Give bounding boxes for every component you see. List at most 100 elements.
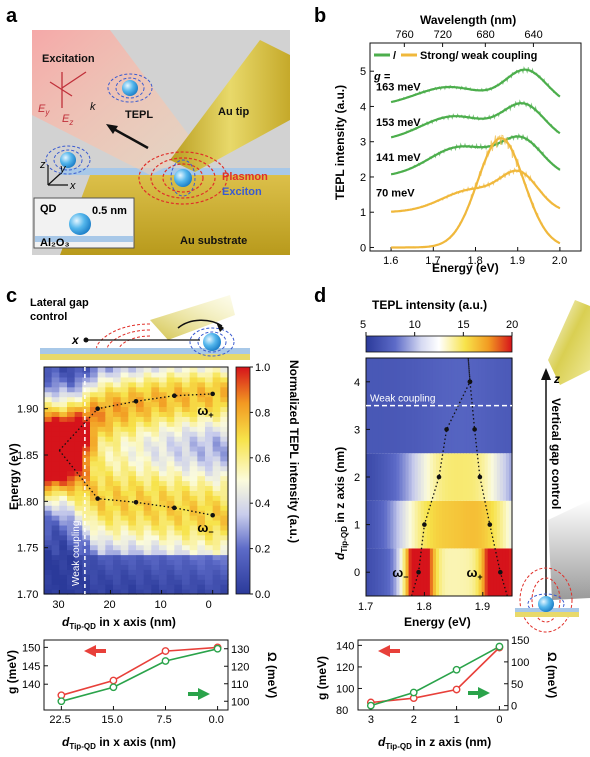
inset-al2o3	[35, 236, 133, 242]
c-heat-cell	[90, 500, 99, 506]
c-heat-cell	[90, 445, 99, 452]
qd-upper	[122, 80, 138, 96]
c-heat-cell	[197, 376, 206, 383]
c-heat-cell	[82, 371, 91, 378]
c-heat-cell	[97, 549, 106, 556]
c-heat-cell	[74, 579, 83, 585]
d-heat-cell	[475, 548, 480, 596]
c-heat-cell	[120, 386, 129, 393]
c-branch-point	[172, 393, 177, 399]
c-heat-cell	[174, 584, 183, 590]
c-heat-cell	[51, 490, 60, 496]
c-heat-cell	[128, 416, 137, 422]
d-heat-cell	[372, 358, 376, 454]
c-heat-cell	[166, 564, 175, 570]
d-heat-cell	[445, 548, 449, 596]
c-heat-cell	[59, 436, 68, 442]
c-heat-cell	[166, 559, 175, 565]
c-heat-cell	[205, 367, 214, 373]
heatmap-c-x-axis-label: dTip-QD in x axis (nm)	[62, 615, 176, 631]
c-heat-cell	[159, 554, 168, 561]
c-heat-cell	[197, 470, 206, 477]
c-heat-cell	[82, 529, 91, 536]
c-heat-cell	[113, 554, 122, 561]
c-heat-cell	[44, 539, 53, 546]
c-heat-cell	[51, 579, 60, 585]
c-heat-cell	[212, 490, 221, 496]
c-heat-cell	[143, 539, 152, 546]
c-heat-cell	[67, 564, 76, 570]
d-heat-cell	[445, 500, 449, 549]
c-heat-cell	[166, 431, 175, 437]
c-heat-cell	[189, 411, 198, 417]
c-heat-cell	[189, 544, 198, 551]
c-heat-cell	[136, 475, 145, 482]
c-heat-cell	[128, 371, 137, 378]
c-heat-cell	[174, 510, 183, 516]
c-heat-cell	[182, 441, 191, 447]
colorbar-c-label: Normalized TEPL intensity (a.u.)	[287, 360, 301, 543]
c-heat-cell	[205, 529, 214, 536]
c-heat-cell	[59, 465, 68, 472]
c-heat-cell	[197, 367, 206, 373]
c-heat-cell	[97, 480, 106, 487]
c-ytick-label: 1.70	[17, 589, 38, 601]
vertical-arrowhead	[541, 368, 551, 380]
c-heat-cell	[59, 421, 68, 427]
plot-b-top-axis-label: Wavelength (nm)	[420, 13, 516, 27]
db-omega-line	[370, 645, 500, 707]
d-heat-cell	[384, 548, 388, 596]
plot-b-x-axis-label: Energy (eV)	[432, 261, 499, 275]
d-heat-cell	[508, 548, 513, 596]
c-heat-cell	[74, 436, 83, 442]
b-ytick-label: 3	[360, 137, 366, 149]
c-heat-cell	[143, 515, 152, 521]
c-heat-cell	[113, 524, 122, 531]
c-heat-cell	[105, 465, 114, 472]
c-heat-cell	[205, 589, 214, 595]
c-heat-cell	[120, 470, 129, 477]
c-heat-cell	[97, 431, 106, 437]
c-heat-cell	[113, 475, 122, 482]
c-heat-cell	[97, 475, 106, 482]
d-heat-cell	[466, 358, 471, 454]
d-heat-cell	[469, 548, 474, 596]
c-heat-cell	[205, 569, 214, 575]
c-heat-cell	[105, 431, 114, 437]
c-heat-cell	[128, 544, 137, 551]
c-heat-cell	[166, 574, 175, 580]
c-heat-cell	[189, 500, 198, 506]
c-heat-cell	[189, 549, 198, 556]
c-heat-cell	[220, 549, 229, 556]
c-heat-cell	[67, 396, 76, 403]
c-heat-cell	[120, 524, 129, 531]
c-heat-cell	[67, 515, 76, 521]
c-heat-cell	[182, 426, 191, 432]
c-heat-cell	[151, 401, 160, 408]
c-heat-cell	[44, 381, 53, 388]
d-heat-cell	[496, 453, 501, 501]
c-heat-cell	[182, 549, 191, 556]
d-heat-cell	[493, 548, 498, 596]
c-heat-cell	[113, 426, 122, 432]
c-heat-cell	[74, 386, 83, 393]
c-heat-cell	[82, 539, 91, 546]
c-heat-cell	[59, 564, 68, 570]
c-heat-cell	[82, 559, 91, 565]
d-heat-cell	[396, 500, 401, 549]
c-heat-cell	[44, 431, 53, 437]
cb-xtick-label: 15.0	[101, 714, 122, 726]
c-heat-cell	[189, 450, 198, 457]
c-heat-cell	[166, 436, 175, 442]
c-heat-cell	[197, 549, 206, 556]
c-heat-cell	[197, 441, 206, 447]
c-heat-cell	[136, 574, 145, 580]
c-heat-cell	[90, 470, 99, 477]
c-heat-cell	[151, 381, 160, 388]
d-heat-cell	[442, 453, 446, 501]
c-heat-cell	[212, 505, 221, 511]
c-heat-cell	[136, 564, 145, 570]
c-heat-cell	[128, 510, 137, 516]
plot-db: 3 2 1 0 80 100 120 140 0 50 100 150	[336, 635, 529, 726]
c-heat-cell	[212, 554, 221, 561]
